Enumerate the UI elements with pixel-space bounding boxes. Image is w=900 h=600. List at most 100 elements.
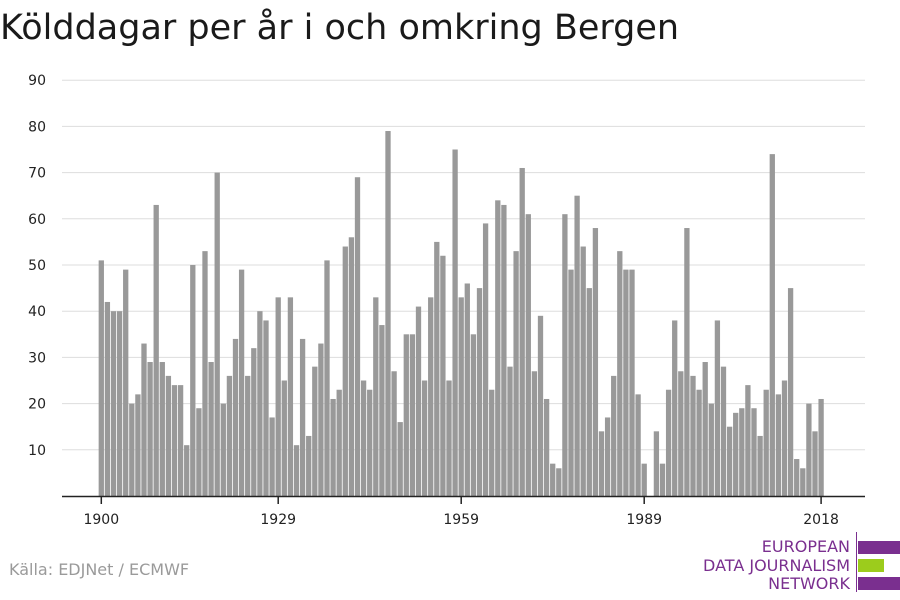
y-axis-labels: 10 20 30 40 50 60 70 80 90 [28, 73, 46, 459]
bar-1981 [592, 228, 599, 497]
bar-1922 [232, 338, 239, 496]
bar-2003 [726, 426, 733, 496]
logo-line-1: EUROPEAN [761, 537, 850, 556]
bar-1920 [220, 403, 226, 496]
bar-1987 [629, 269, 635, 496]
bar-1957 [446, 380, 452, 496]
bar-1901 [104, 301, 111, 496]
bar-2015 [800, 468, 806, 496]
logo-text: EUROPEAN DATA JOURNALISM NETWORK [703, 537, 850, 594]
bar-1994 [672, 320, 678, 496]
bar-1961 [470, 334, 477, 496]
bar-1912 [171, 385, 178, 496]
bar-1963 [482, 223, 489, 497]
bar-1966 [501, 204, 507, 496]
bar-1936 [318, 343, 324, 496]
bar-1965 [495, 200, 501, 496]
bar-1927 [263, 320, 269, 496]
source-note: Källa: EDJNet / ECMWF [9, 560, 190, 579]
bar-1934 [306, 435, 312, 496]
bar-2007 [751, 408, 757, 496]
bar-1906 [135, 394, 141, 496]
bar-1969 [519, 167, 525, 497]
x-tick-label: 1959 [443, 512, 479, 528]
bar-1974 [550, 463, 556, 496]
bar-2017 [812, 431, 818, 496]
bar-2014 [794, 459, 800, 496]
bar-2004 [733, 412, 739, 496]
bar-1917 [202, 251, 208, 496]
bar-1918 [208, 362, 214, 496]
bars [98, 131, 824, 497]
x-tick-label: 2018 [803, 512, 839, 528]
bar-1952 [415, 306, 422, 496]
y-tick-label: 20 [28, 397, 46, 413]
bar-2002 [720, 366, 727, 496]
bar-1977 [568, 269, 574, 496]
bar-1982 [598, 431, 605, 496]
bar-1999 [702, 362, 708, 496]
bar-1964 [489, 389, 495, 496]
bar-1944 [367, 389, 373, 496]
bar-1971 [531, 371, 538, 496]
bar-1968 [513, 251, 519, 496]
bar-1939 [336, 389, 342, 496]
bar-1942 [354, 177, 361, 496]
bar-1945 [373, 297, 379, 496]
bar-1967 [507, 366, 513, 496]
bar-1948 [391, 371, 397, 496]
bar-1989 [641, 463, 647, 496]
bar-1978 [574, 195, 580, 496]
bar-1938 [330, 398, 336, 496]
logo-bar-1 [858, 541, 900, 554]
bar-1924 [245, 375, 251, 496]
bar-1907 [141, 343, 147, 496]
bar-1940 [342, 246, 348, 496]
logo-line-3: NETWORK [768, 574, 850, 593]
bar-1992 [659, 463, 666, 496]
bar-2018 [818, 398, 824, 496]
bar-1983 [604, 417, 611, 496]
chart-title: Kölddagar per år i och omkring Bergen [0, 8, 680, 48]
bar-2012 [781, 380, 788, 496]
bar-1953 [421, 380, 428, 496]
bar-2009 [763, 389, 769, 496]
bar-1946 [379, 325, 385, 496]
x-axis: 1900 1929 1959 1989 2018 [62, 495, 865, 528]
bar-1950 [403, 334, 409, 496]
bar-1956 [440, 255, 446, 496]
bar-1955 [434, 241, 440, 496]
bar-1949 [397, 422, 403, 496]
x-tick-label: 1929 [260, 512, 296, 528]
bar-1919 [214, 172, 220, 496]
bar-1947 [385, 131, 391, 496]
edjnet-logo: EUROPEAN DATA JOURNALISM NETWORK [703, 532, 900, 596]
bar-2011 [775, 394, 782, 496]
y-tick-label: 30 [28, 350, 46, 366]
bar-1929 [275, 297, 281, 496]
bar-1970 [525, 214, 531, 496]
bar-1928 [269, 417, 275, 496]
bar-1915 [190, 265, 196, 496]
bar-1931 [287, 297, 294, 496]
bar-1958 [452, 149, 458, 496]
bar-1932 [293, 445, 300, 496]
bar-2005 [739, 408, 745, 496]
x-tick-label: 1900 [83, 512, 119, 528]
bar-1911 [165, 375, 172, 496]
bar-1935 [312, 366, 318, 496]
y-tick-label: 40 [28, 304, 46, 320]
bar-1904 [123, 269, 129, 496]
bar-1914 [184, 445, 190, 496]
logo-bar-2 [858, 559, 884, 572]
logo-bar-3 [858, 577, 900, 590]
bar-1959 [458, 297, 464, 496]
bar-2008 [757, 435, 763, 496]
bar-1993 [665, 389, 672, 496]
bar-1985 [617, 251, 623, 496]
bar-2006 [745, 385, 751, 496]
bar-1979 [580, 246, 586, 496]
bar-1925 [251, 348, 257, 496]
bar-1943 [360, 380, 367, 496]
